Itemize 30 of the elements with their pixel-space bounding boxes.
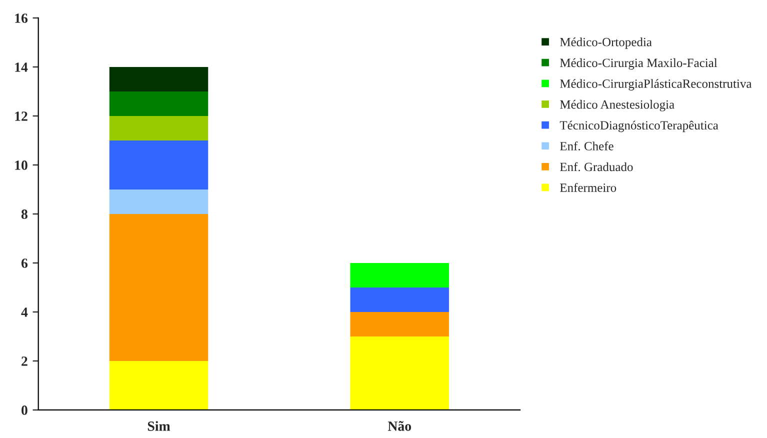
y-tick-label: 6 [21,258,28,268]
y-tick-label: 4 [21,308,28,317]
legend-label: Enf. Chefe [560,141,614,150]
legend-label: Médico-Ortopedia [560,37,652,49]
bar [109,140,208,190]
bar [109,66,208,92]
bar [109,189,208,214]
legend-label: Enf. Graduado [560,162,633,172]
bar [350,312,449,336]
y-tick-label: 16 [15,14,28,23]
x-tick-label: Sim [148,421,170,431]
bar [109,91,208,116]
legend-label: Médico-CirurgiaPlásticaReconstrutiva [560,79,752,90]
legend-label: Médico-Cirurgia Maxilo-Facial [560,58,718,70]
legend-label: Enfermeiro [560,183,616,192]
y-tick-label: 8 [21,210,28,219]
legend-label: TécnicoDiagnósticoTerapêutica [560,120,718,132]
x-tick-label: Não [388,421,412,431]
bar [109,116,208,140]
bar [109,214,208,361]
y-tick-label: 12 [15,112,28,121]
y-tick-label: 0 [22,406,28,415]
bar [350,262,449,288]
bar [350,336,449,410]
bar [350,287,449,312]
bar [109,360,208,410]
y-tick-label: 14 [15,62,28,72]
y-tick-label: 10 [15,160,28,170]
y-tick-label: 2 [22,356,28,366]
legend-label: Médico Anestesiologia [560,100,674,112]
